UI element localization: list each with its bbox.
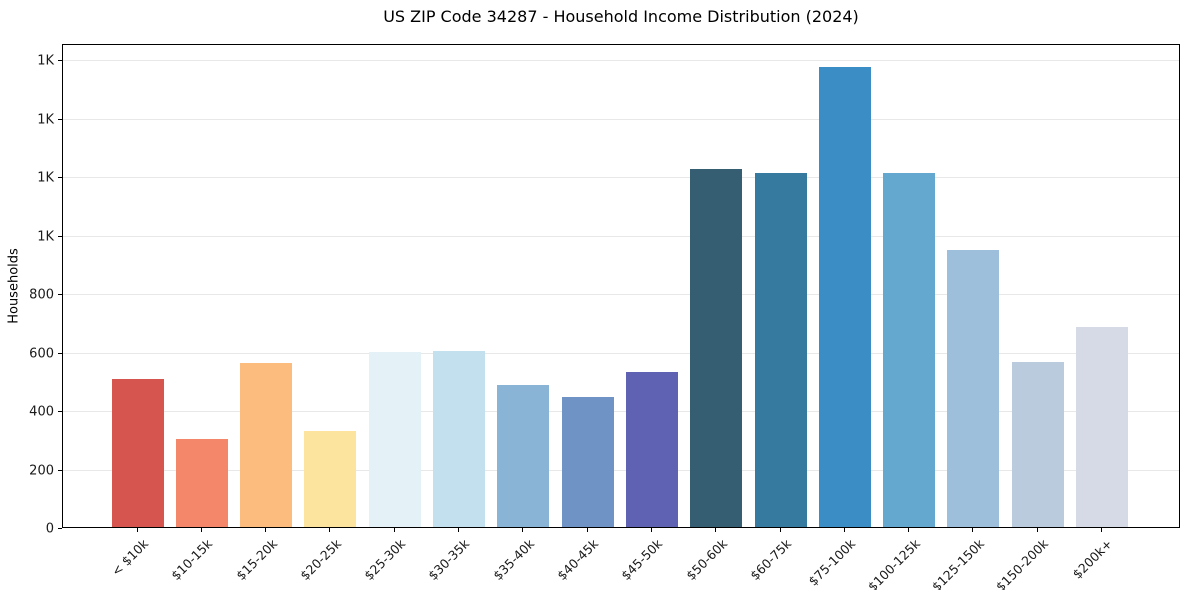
bar <box>1011 362 1064 527</box>
y-tick-mark <box>58 528 62 529</box>
x-tick-label: $200k+ <box>1069 536 1116 582</box>
x-tick-label: $60-75k <box>747 536 795 584</box>
y-tick-label: 1K <box>37 53 54 69</box>
gridline <box>63 177 1179 179</box>
x-tick-mark <box>265 528 267 532</box>
bar <box>304 431 357 527</box>
x-tick-label: $25-30k <box>361 536 409 584</box>
y-tick-label: 600 <box>29 346 54 362</box>
x-tick-label: $125-150k <box>928 536 988 590</box>
x-tick-mark <box>908 528 910 532</box>
y-tick-mark <box>58 294 62 295</box>
y-tick-label: 0 <box>45 521 54 537</box>
x-tick-mark <box>200 528 202 532</box>
x-tick-mark <box>1036 528 1038 532</box>
x-tick-mark <box>458 528 459 532</box>
y-tick-label: 1K <box>37 112 54 128</box>
x-tick-mark <box>715 528 717 532</box>
x-tick-label: $100-125k <box>864 536 923 590</box>
bar <box>433 350 485 527</box>
x-tick-mark <box>972 528 974 532</box>
x-tick-label: $50-60k <box>682 536 730 584</box>
x-tick-label: $75-100k <box>805 536 859 589</box>
x-tick-label: $15-20k <box>232 536 280 584</box>
bar <box>818 66 871 527</box>
x-tick-mark <box>136 528 138 532</box>
x-tick-mark <box>522 528 524 532</box>
x-tick-label: $40-45k <box>554 536 602 584</box>
bar <box>111 379 164 527</box>
bar <box>690 169 743 527</box>
bar <box>175 439 228 527</box>
x-tick-mark <box>586 528 588 532</box>
x-tick-label: < $10k <box>108 536 152 579</box>
bar <box>561 397 614 527</box>
x-tick-mark <box>1101 528 1102 532</box>
x-tick-label: $45-50k <box>618 536 666 584</box>
y-tick-label: 1K <box>37 229 54 245</box>
x-tick-mark <box>779 528 781 532</box>
y-tick-mark <box>58 353 62 354</box>
bar <box>625 371 678 527</box>
gridline <box>63 352 1179 354</box>
y-tick-mark <box>58 177 62 178</box>
y-tick-label: 800 <box>29 287 54 303</box>
bar <box>497 384 550 527</box>
gridline <box>63 235 1179 237</box>
bar <box>754 173 807 527</box>
plot-area <box>62 44 1180 528</box>
x-tick-label: $30-35k <box>425 536 473 584</box>
bar <box>947 249 1000 527</box>
y-tick-mark <box>58 60 62 61</box>
bar <box>1076 327 1128 527</box>
x-tick-mark <box>329 528 331 532</box>
y-tick-mark <box>58 119 62 120</box>
bar <box>368 351 421 527</box>
x-tick-label: $150-200k <box>993 536 1052 590</box>
x-tick-label: $20-25k <box>296 536 345 584</box>
y-tick-label: 1K <box>37 170 54 186</box>
y-tick-label: 200 <box>29 463 54 478</box>
chart-title: US ZIP Code 34287 - Household Income Dis… <box>383 7 859 26</box>
gridline <box>63 294 1179 296</box>
y-tick-label: 400 <box>29 404 54 420</box>
gridline <box>63 60 1179 62</box>
x-tick-label: $35-40k <box>489 536 537 584</box>
y-tick-mark <box>58 470 62 471</box>
gridline <box>63 411 1179 413</box>
x-tick-mark <box>843 528 845 532</box>
x-tick-label: $10-15k <box>168 536 216 584</box>
gridline <box>63 118 1179 120</box>
x-tick-mark <box>650 528 652 532</box>
bar <box>883 173 936 527</box>
y-tick-mark <box>58 411 62 412</box>
y-axis-label: Households <box>6 248 22 324</box>
gridline <box>63 469 1179 471</box>
bar <box>240 363 293 527</box>
y-tick-mark <box>58 236 62 237</box>
x-tick-mark <box>393 528 395 532</box>
